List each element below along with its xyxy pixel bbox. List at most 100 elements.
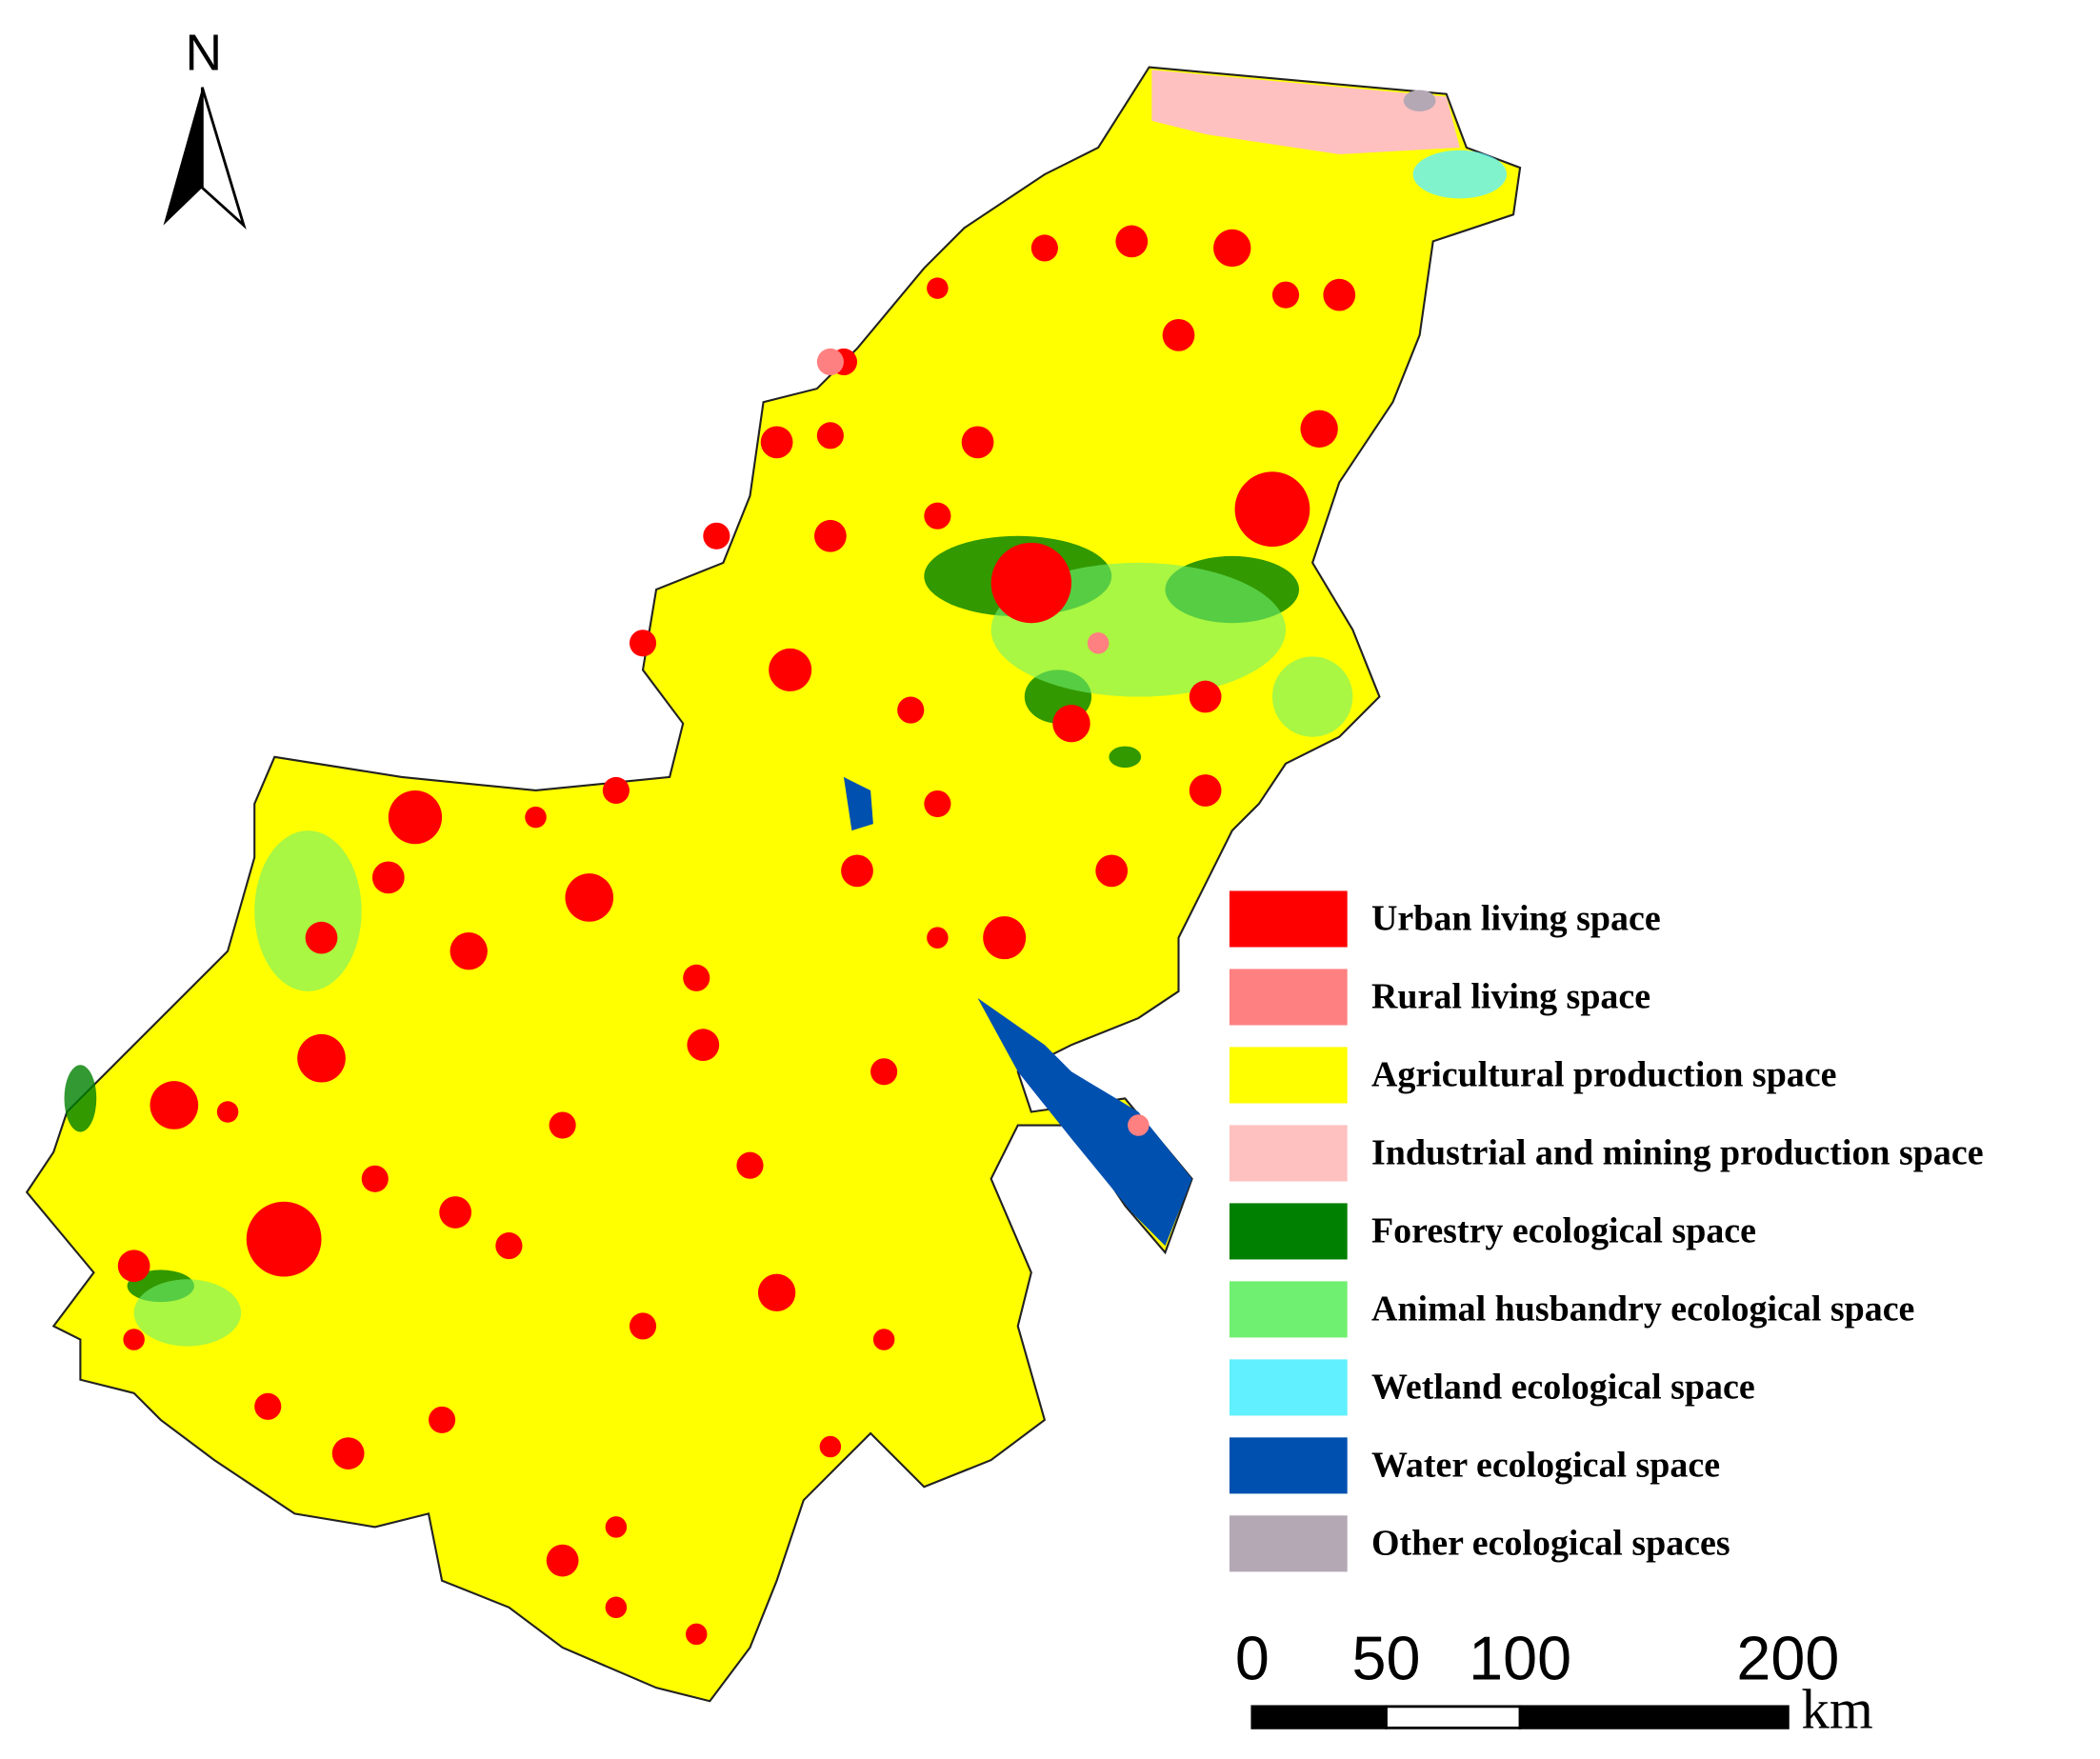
urban-patch [703, 522, 730, 550]
region-outline [25, 66, 1522, 1703]
urban-patch [897, 696, 925, 724]
urban-patch [927, 277, 949, 299]
urban-patch [450, 932, 488, 970]
rural-patch [1087, 632, 1110, 654]
urban-patch [1052, 704, 1090, 743]
scale-tick-label: 50 [1352, 1624, 1421, 1693]
urban-patch [546, 1544, 579, 1577]
legend-swatch [1229, 1203, 1348, 1260]
urban-patch [961, 426, 994, 459]
urban-patch [816, 422, 844, 450]
urban-patch [769, 648, 812, 691]
legend-label: Forestry ecological space [1371, 1210, 1756, 1250]
scale-tick-label: 100 [1469, 1624, 1571, 1693]
urban-patch [605, 1516, 628, 1538]
urban-patch [736, 1151, 764, 1179]
legend-swatch [1229, 1047, 1348, 1104]
arrow-left [163, 87, 203, 226]
forest-patch [1109, 746, 1142, 769]
map-area [25, 66, 1522, 1703]
urban-patch [870, 1058, 898, 1086]
urban-patch [629, 630, 657, 657]
urban-patch [331, 1437, 365, 1469]
arrow-right [200, 87, 247, 230]
legend-swatch [1229, 890, 1348, 948]
scale-tick-label: 0 [1235, 1624, 1270, 1693]
legend-swatch [1229, 1437, 1348, 1494]
legend-swatch [1229, 1515, 1348, 1572]
wetland-patch [1412, 150, 1508, 199]
legend-label: Water ecological space [1371, 1445, 1720, 1485]
urban-patch [254, 1392, 282, 1420]
urban-patch [388, 790, 443, 845]
land-patches [64, 70, 1508, 1646]
urban-patch [686, 1623, 708, 1646]
urban-patch [150, 1081, 199, 1129]
urban-patch [814, 519, 847, 552]
urban-patch [495, 1232, 523, 1260]
urban-patch [1162, 318, 1195, 351]
legend-label: Wetland ecological space [1371, 1367, 1755, 1407]
urban-patch [1271, 281, 1300, 309]
urban-patch [371, 861, 405, 894]
scale-segment [1385, 1705, 1522, 1729]
water-patch [977, 997, 1192, 1247]
urban-patch [305, 921, 338, 954]
urban-patch [819, 1435, 842, 1458]
urban-patch [605, 1596, 628, 1619]
forest-patch [64, 1065, 97, 1132]
legend-swatch [1229, 1281, 1348, 1338]
urban-patch [216, 1101, 239, 1123]
urban-patch [1234, 471, 1310, 548]
urban-patch [927, 927, 949, 949]
urban-patch [1030, 234, 1058, 262]
grass-patch [254, 830, 362, 991]
urban-patch [1213, 229, 1251, 268]
legend-label: Agricultural production space [1371, 1054, 1836, 1094]
scale-tick-label: 200 [1736, 1624, 1839, 1693]
urban-patch [629, 1312, 657, 1340]
rural-patch [1128, 1114, 1150, 1136]
scale-segment [1250, 1705, 1388, 1729]
urban-patch [123, 1329, 145, 1350]
legend-label: Animal husbandry ecological space [1371, 1289, 1914, 1329]
urban-patch [439, 1196, 471, 1229]
urban-patch [687, 1029, 720, 1062]
grass-patch [133, 1279, 242, 1347]
legend-swatch [1229, 969, 1348, 1026]
urban-patch [117, 1249, 150, 1283]
legend-label: Rural living space [1371, 977, 1650, 1017]
urban-patch [872, 1329, 895, 1350]
water-patch [843, 776, 873, 831]
rural-patch [816, 348, 844, 376]
urban-patch [602, 776, 630, 805]
other-patch [1403, 90, 1436, 112]
urban-patch [983, 916, 1027, 960]
industrial-patch [1151, 70, 1460, 155]
scale-segment [1518, 1705, 1790, 1729]
urban-patch [1323, 278, 1356, 311]
urban-patch [429, 1406, 456, 1433]
legend-swatch [1229, 1125, 1348, 1182]
urban-patch [760, 426, 793, 459]
scale-unit: km [1801, 1677, 1872, 1740]
urban-patch [246, 1201, 322, 1277]
urban-patch [990, 542, 1071, 624]
urban-patch [525, 806, 547, 829]
legend-label: Urban living space [1371, 899, 1661, 939]
urban-patch [549, 1111, 576, 1139]
legend-swatch [1229, 1359, 1348, 1416]
urban-patch [1300, 410, 1338, 448]
urban-patch [841, 854, 873, 888]
urban-patch [361, 1165, 389, 1192]
urban-patch [1115, 225, 1149, 258]
urban-patch [1095, 854, 1129, 888]
urban-patch [683, 964, 710, 991]
legend: Urban living space Rural living space Agri… [1229, 890, 1984, 1572]
urban-patch [1189, 774, 1222, 807]
legend-label: Other ecological spaces [1371, 1523, 1730, 1563]
urban-patch [757, 1273, 796, 1312]
